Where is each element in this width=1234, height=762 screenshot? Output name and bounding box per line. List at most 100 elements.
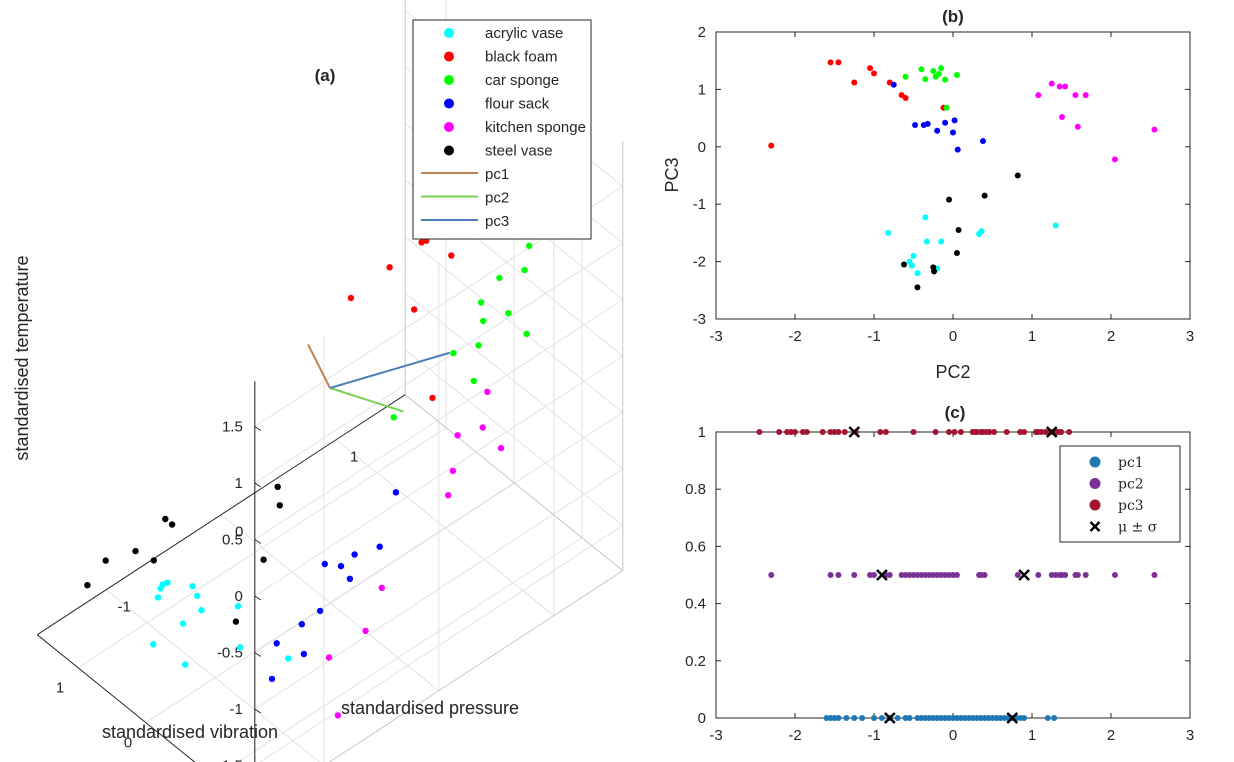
kitchen-sponge-point: [1082, 92, 1089, 99]
flour-sack-point: [300, 650, 308, 658]
pc1-point: [851, 715, 858, 721]
x-tick-label: 1: [1028, 328, 1036, 345]
temperature-tick-label: -0.5: [217, 645, 243, 662]
steel-vase-point: [260, 556, 267, 563]
pc2-point: [1111, 572, 1118, 578]
kitchen-sponge-point: [445, 492, 452, 499]
steel-vase-point: [981, 192, 988, 199]
panel-c-legend-box: [1059, 445, 1181, 543]
panel-b-scatter: (b) -3 -2 -1 0 1 2 3 2 1 0 -1 -2 -3 PC2 PC3: [662, 7, 1194, 382]
pc2-point: [871, 572, 877, 578]
acrylic-vase-legend-marker: [444, 28, 454, 38]
car-sponge-point: [918, 66, 925, 73]
flour-sack-point: [351, 551, 358, 558]
kitchen-sponge-point: [484, 388, 491, 396]
pc1-legend-marker: [1089, 456, 1101, 468]
pc1-point: [906, 715, 913, 721]
pc3-point: [957, 429, 964, 435]
car-sponge-point: [475, 342, 482, 349]
panel-a-xlabel: standardised vibration: [102, 722, 278, 742]
car-sponge-point: [943, 104, 950, 111]
acrylic-vase-point: [179, 620, 187, 627]
mu-sigma-legend-marker: [1089, 521, 1101, 532]
kitchen-sponge-point: [454, 432, 461, 439]
y-tick-label: -1: [693, 196, 706, 213]
acrylic-vase-point: [938, 238, 945, 245]
temperature-tick-label: 1: [234, 475, 242, 492]
panel-a-legend-box: [412, 19, 592, 240]
acrylic-vase-point: [1052, 222, 1059, 229]
panel-a-pc-vectors: [307, 343, 451, 413]
kitchen-sponge-point: [1151, 126, 1158, 133]
grid-line: [220, 514, 440, 692]
panel-c-strip-plot: (c) -3 -2 -1 0 1 2 3 1 0.8 0.6 0.4 0.2 0 pc1 pc2 pc3 μ …: [685, 403, 1194, 744]
steel-vase-point: [150, 557, 157, 564]
steel-vase-point: [132, 547, 139, 555]
panel-a-ylabel: standardised pressure: [341, 698, 519, 718]
mu-sigma-stroke: [876, 569, 888, 581]
x-tick-label: -1: [867, 328, 880, 345]
panel-a-legend: acrylic vase black foam car sponge flour sa…: [412, 19, 592, 240]
mu-sigma-stroke: [1045, 426, 1058, 438]
pc1-point: [894, 715, 901, 721]
steel-vase-point: [1014, 172, 1021, 179]
acrylic-vase-point: [150, 641, 157, 648]
mu-sigma-stroke: [883, 712, 896, 724]
pc3-legend-marker: [1089, 499, 1101, 511]
flour-sack-point: [980, 138, 987, 145]
black-foam-point: [851, 79, 858, 86]
y-tick-label: 0.2: [685, 653, 706, 670]
pc1-point: [1021, 715, 1028, 721]
panel-c-title: (c): [945, 403, 966, 422]
panel-a-3d-scatter: (a) 1.510.50-0.5-1-1.5 10-1 10-1 standar…: [12, 0, 624, 762]
mu-sigma-stroke: [1006, 712, 1019, 724]
pc3-point: [1021, 429, 1028, 435]
pc3-point: [932, 429, 939, 435]
pc3-point: [910, 429, 917, 435]
black-foam-point: [448, 252, 455, 259]
pc3-vector: [329, 351, 451, 389]
pc3-point: [756, 429, 763, 435]
mu-sigma-stroke: [1089, 521, 1101, 532]
acrylic-vase-point: [908, 262, 915, 269]
pc1-point: [878, 715, 885, 721]
steel-vase-point: [232, 618, 240, 625]
steel-vase-point: [102, 557, 109, 564]
panel-a-title: (a): [315, 66, 336, 85]
panel-b-points: [768, 59, 1158, 291]
steel-vase-point: [914, 284, 921, 291]
acrylic-vase-point: [285, 655, 292, 662]
pc3-point: [877, 429, 884, 435]
pc3-point: [1066, 429, 1073, 435]
temperature-tick: [254, 539, 262, 544]
pc3-point: [819, 429, 826, 435]
flour-sack-point: [924, 120, 931, 127]
x-tick-label: -1: [867, 727, 880, 744]
steel-vase-point: [953, 249, 960, 256]
car-sponge-point: [942, 76, 949, 83]
flour-sack-point: [950, 129, 956, 136]
car-sponge-point: [505, 310, 512, 317]
pc2-point: [1014, 572, 1021, 578]
y-tick-label: 0: [698, 710, 706, 727]
kitchen-sponge-point: [1111, 156, 1118, 163]
pc2-point: [981, 572, 988, 578]
flour-sack-point: [392, 489, 400, 496]
legend-label: black foam: [485, 49, 558, 66]
mu-sigma-marker: [876, 569, 888, 581]
kitchen-sponge-point: [325, 654, 333, 661]
steel-vase-point: [931, 268, 938, 275]
mu-sigma-stroke: [848, 426, 861, 438]
temperature-tick-label: 0.5: [222, 532, 243, 549]
car-sponge-point: [922, 76, 929, 83]
black-foam-point: [768, 142, 775, 149]
kitchen-sponge-point: [1035, 92, 1042, 99]
pc3-point: [841, 429, 848, 435]
x-tick-label: -3: [709, 328, 722, 345]
mu-sigma-marker: [1006, 712, 1019, 724]
acrylic-vase-point: [157, 585, 164, 592]
panel-c-legend: pc1 pc2 pc3 μ ± σ: [1059, 445, 1181, 543]
flour-sack-point: [954, 146, 961, 153]
legend-label: pc1: [1118, 455, 1144, 471]
panel-c-points: [756, 426, 1158, 724]
